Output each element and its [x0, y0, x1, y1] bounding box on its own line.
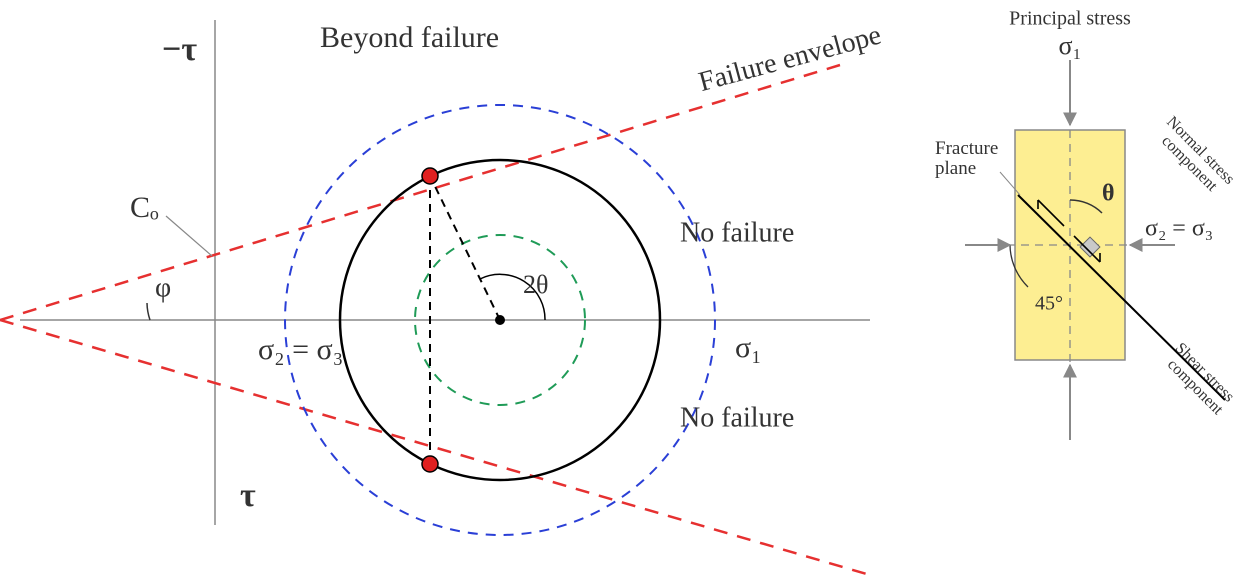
label-no-failure-lower: No failure — [680, 402, 794, 433]
label-theta: θ — [1102, 181, 1115, 207]
label-fracture-plane-l2: plane — [935, 158, 976, 179]
label-fracture-plane: Fracture plane — [935, 138, 1003, 179]
failure-envelope-top — [0, 65, 840, 320]
mohr-center-dot — [495, 315, 505, 325]
tangent-dot-top — [422, 168, 438, 184]
sample-diagram: Principal stress σ₁ Fracture plane θ 45°… — [935, 8, 1241, 440]
label-deg45: 45° — [1035, 293, 1063, 315]
label-fracture-plane-l1: Fracture — [935, 138, 998, 159]
label-failure-envelope: Failure envelope — [695, 20, 884, 98]
phi-arc — [147, 303, 150, 320]
mohr-diagram: −τ τ Beyond failure Failure envelope No … — [0, 20, 884, 575]
label-pos-tau: τ — [240, 477, 256, 514]
label-shear-stress: Shear stress component — [1160, 339, 1241, 420]
label-sigma1-sample: σ₁ — [1058, 31, 1081, 60]
label-neg-tau: −τ — [162, 31, 197, 68]
label-phi: φ — [155, 272, 171, 303]
label-two-theta: 2θ — [523, 270, 548, 299]
radius-2theta-upper — [430, 176, 500, 320]
label-c0: Cₒ — [130, 191, 159, 224]
tangent-dot-bottom — [422, 456, 438, 472]
c0-leader — [166, 216, 212, 256]
label-sigma23-axis: σ₂ = σ₃ — [258, 333, 343, 366]
label-beyond-failure: Beyond failure — [320, 21, 499, 54]
label-sigma23-sample: σ₂ = σ₃ — [1145, 216, 1213, 242]
label-no-failure-upper: No failure — [680, 217, 794, 248]
label-principal-stress: Principal stress — [1009, 8, 1131, 30]
label-sigma1-axis: σ₁ — [735, 331, 762, 364]
label-normal-stress: Normal stress component — [1151, 113, 1240, 202]
